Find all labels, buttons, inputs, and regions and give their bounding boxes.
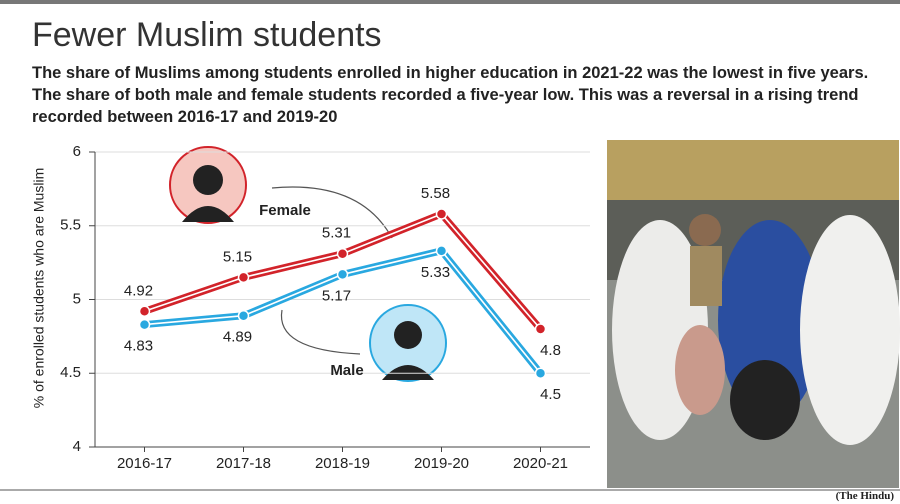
x-tick-label: 2019-20 — [414, 455, 469, 472]
value-label: 4.83 — [124, 338, 153, 355]
y-tick-label: 5.5 — [60, 217, 81, 234]
value-label: 5.58 — [421, 185, 450, 202]
point — [237, 309, 250, 322]
title: Fewer Muslim students — [32, 16, 382, 54]
legend-label: Male — [330, 362, 363, 379]
y-axis-label: % of enrolled students who are Muslim — [31, 168, 47, 408]
x-tick-label: 2016-17 — [117, 455, 172, 472]
point — [237, 271, 250, 284]
source: (The Hindu) — [835, 490, 894, 502]
photo — [607, 140, 900, 488]
value-label: 5.33 — [421, 264, 450, 281]
value-label: 5.31 — [322, 225, 351, 242]
point — [336, 268, 349, 281]
y-tick-label: 5 — [73, 290, 81, 307]
value-label: 4.92 — [124, 282, 153, 299]
point — [534, 323, 547, 335]
female-icon — [169, 146, 393, 239]
point — [435, 208, 448, 220]
male-icon — [280, 304, 447, 382]
point — [138, 305, 151, 318]
y-tick-label: 4 — [73, 438, 81, 455]
value-label: 5.17 — [322, 287, 351, 304]
legend-label: Female — [259, 202, 311, 219]
y-tick-label: 4.5 — [60, 364, 81, 381]
point — [435, 245, 448, 257]
value-label: 4.8 — [540, 342, 561, 359]
y-tick-label: 6 — [73, 143, 81, 160]
x-tick-label: 2017-18 — [216, 455, 271, 472]
value-label: 4.5 — [540, 386, 561, 403]
x-tick-label: 2018-19 — [315, 455, 370, 472]
point — [138, 318, 151, 331]
top-bar — [0, 0, 900, 4]
point — [336, 248, 349, 260]
value-label: 4.89 — [223, 329, 252, 346]
point — [534, 367, 547, 379]
subtitle: The share of Muslims among students enro… — [32, 64, 869, 126]
x-tick-label: 2020-21 — [513, 455, 568, 472]
value-label: 5.15 — [223, 248, 252, 265]
